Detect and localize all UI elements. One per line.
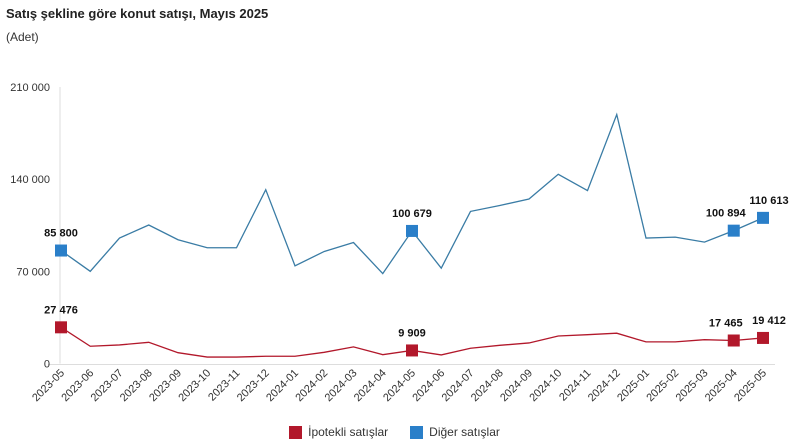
data-point-marker — [757, 331, 769, 344]
legend-item-ipotekli[interactable]: İpotekli satışlar — [289, 425, 388, 439]
data-label: 100 679 — [392, 208, 432, 220]
y-tick-label: 210 000 — [10, 82, 50, 94]
data-label: 110 613 — [749, 195, 788, 207]
data-point-marker — [406, 224, 418, 237]
legend-label: Diğer satışlar — [429, 425, 500, 439]
chart-subtitle: (Adet) — [6, 30, 39, 44]
data-label: 85 800 — [44, 228, 78, 240]
data-label: 9 909 — [398, 327, 426, 339]
legend-swatch — [289, 425, 303, 439]
y-tick-label: 0 — [44, 359, 50, 371]
x-tick-label: 2025-05 — [732, 367, 769, 404]
legend-label: İpotekli satışlar — [308, 425, 389, 439]
y-tick-label: 140 000 — [10, 174, 50, 186]
series-line-1 — [60, 112, 764, 275]
x-tick-label: 2024-10 — [527, 367, 564, 404]
data-label: 19 412 — [752, 315, 786, 327]
data-point-marker — [55, 321, 67, 334]
data-label: 100 894 — [706, 208, 747, 220]
data-label: 27 476 — [44, 304, 78, 316]
data-point-marker — [757, 211, 769, 224]
data-point-marker — [727, 224, 740, 237]
data-label: 17 465 — [709, 318, 743, 330]
data-point-marker — [727, 334, 740, 347]
data-point-marker — [406, 344, 418, 357]
legend: İpotekli satışlar Diğer satışlar — [0, 425, 789, 439]
data-point-marker — [55, 244, 67, 257]
y-tick-label: 70 000 — [16, 266, 50, 278]
chart-title: Satış şekline göre konut satışı, Mayıs 2… — [6, 6, 269, 21]
legend-item-diger[interactable]: Diğer satışlar — [410, 425, 500, 439]
legend-swatch — [410, 425, 424, 439]
x-tick-label: 2023-10 — [176, 367, 213, 404]
